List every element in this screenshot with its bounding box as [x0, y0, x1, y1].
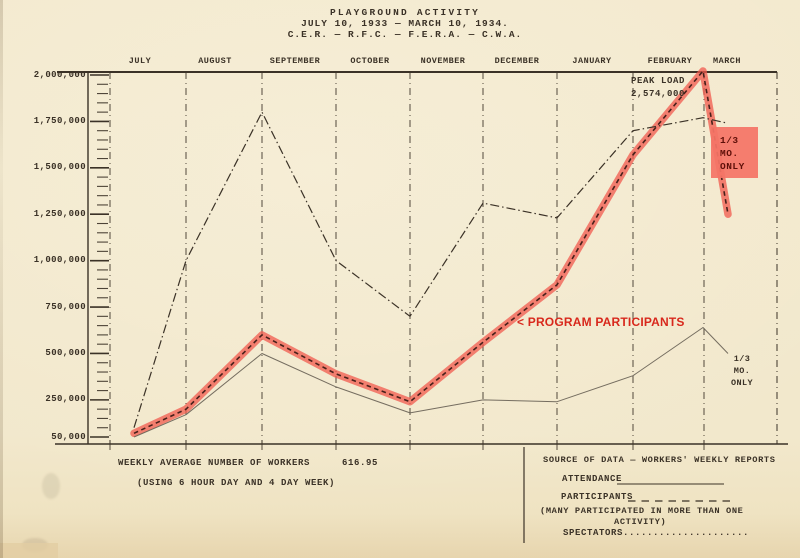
program-participants-callout: < PROGRAM PARTICIPANTS	[517, 315, 685, 329]
chart-date-range: JULY 10, 1933 — MARCH 10, 1934.	[301, 18, 509, 29]
workers-average-line: WEEKLY AVERAGE NUMBER OF WORKERS 616.95	[118, 458, 378, 468]
month-label-november: NOVEMBER	[420, 56, 466, 66]
month-label-january: JANUARY	[572, 56, 612, 66]
legend-attendance-label: ATTENDANCE	[562, 474, 623, 484]
legend-participants-note-1: (MANY PARTICIPATED IN MORE THAN ONE	[540, 506, 744, 516]
legend-participants-label: PARTICIPANTS	[561, 492, 634, 502]
workers-average-note: (USING 6 HOUR DAY AND 4 DAY WEEK)	[137, 478, 336, 488]
y-tick-label: 500,000	[45, 347, 86, 358]
month-label-march: MARCH	[712, 56, 742, 66]
peak-load-label: PEAK LOAD	[631, 76, 686, 86]
one-third-note-line: ONLY	[730, 378, 753, 388]
one-third-month-note: 1/3 MO. ONLY	[725, 353, 759, 389]
month-label-september: SEPTEMBER	[269, 56, 321, 66]
chart-title-block: PLAYGROUND ACTIVITY JULY 10, 1933 — MARC…	[0, 7, 800, 40]
y-tick-label: 250,000	[45, 394, 86, 405]
participants-highlight-band	[130, 67, 732, 438]
participants-line	[133, 70, 729, 435]
chart-title: PLAYGROUND ACTIVITY	[329, 7, 481, 18]
month-label-february: FEBRUARY	[647, 56, 693, 66]
workers-average-label: WEEKLY AVERAGE NUMBER OF WORKERS	[118, 458, 311, 468]
chart-agencies: C.E.R. — R.F.C. — F.E.R.A. — C.W.A.	[287, 29, 523, 40]
month-label-october: OCTOBER	[350, 56, 390, 66]
month-label-august: AUGUST	[198, 56, 232, 66]
month-label-july: JULY	[128, 56, 152, 66]
y-tick-label: 50,000	[51, 431, 86, 442]
y-tick-label: 2,000,000	[33, 69, 86, 80]
spectators-line	[133, 327, 729, 438]
one-third-note-line: 1/3	[720, 135, 739, 146]
scan-corner-patch	[0, 543, 58, 558]
y-tick-label: 1,250,000	[33, 208, 86, 219]
attendance-line	[133, 111, 729, 428]
one-third-month-highlight-box: 1/3 MO. ONLY	[711, 127, 758, 178]
month-label-december: DECEMBER	[494, 56, 540, 66]
one-third-note-line: 1/3	[733, 354, 751, 364]
one-third-note-line: ONLY	[720, 161, 745, 172]
legend-participants-note-2: ACTIVITY)	[614, 517, 667, 527]
y-tick-label: 750,000	[45, 301, 86, 312]
workers-average-value: 616.95	[342, 458, 379, 468]
peak-load-value: 2,574,000	[631, 88, 686, 99]
peak-load-annotation: PEAK LOAD 2,574,000	[631, 75, 685, 100]
paper-smudge	[42, 473, 60, 499]
one-third-note-line: MO.	[720, 148, 739, 159]
one-third-note-line: MO.	[733, 366, 751, 376]
y-tick-label: 1,750,000	[33, 115, 86, 126]
legend-spectators-label: SPECTATORS.....................	[563, 528, 750, 538]
scan-edge-shadow	[0, 0, 3, 558]
y-tick-label: 1,500,000	[33, 162, 86, 173]
source-of-data-line: SOURCE OF DATA — WORKERS' WEEKLY REPORTS	[543, 455, 776, 465]
y-tick-label: 1,000,000	[33, 255, 86, 266]
